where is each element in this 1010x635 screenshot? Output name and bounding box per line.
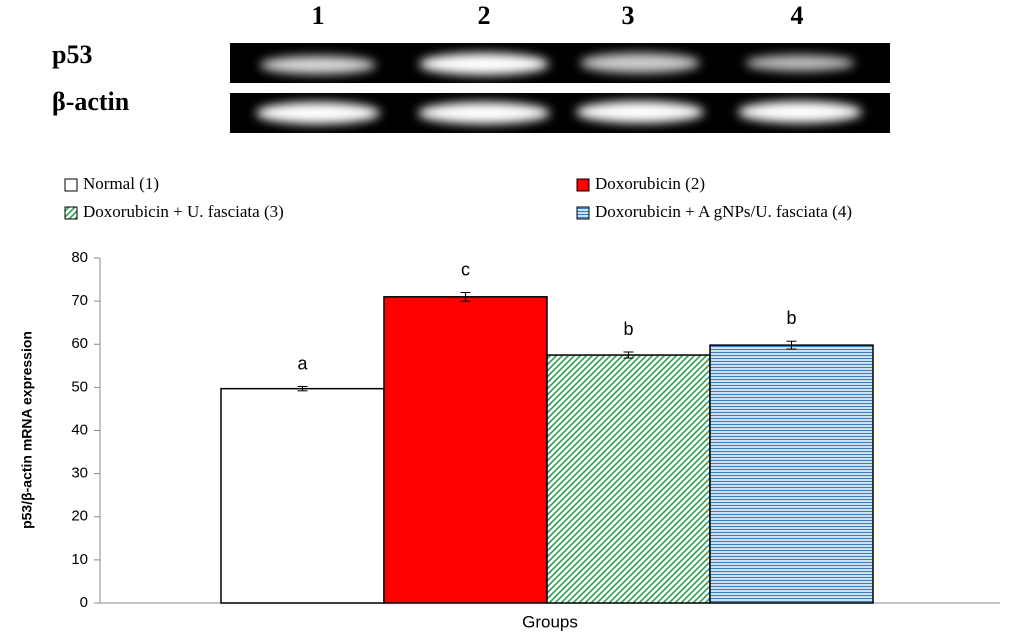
gel-band [418, 102, 550, 124]
legend-label: Doxorubicin + A gNPs/U. fasciata (4) [595, 202, 852, 221]
gel-band [419, 53, 549, 75]
y-tick-label: 60 [71, 335, 88, 352]
legend-swatch [576, 178, 590, 192]
legend-label: Doxorubicin + U. fasciata (3) [83, 202, 284, 221]
legend-swatch [64, 206, 78, 220]
gel-band [745, 55, 855, 71]
bar [546, 354, 711, 604]
gel-band [576, 101, 704, 123]
bar [383, 296, 548, 604]
y-tick-label: 40 [71, 421, 88, 438]
bar [220, 387, 385, 604]
y-axis-label: p53/β-actin mRNA expression [19, 331, 35, 529]
lane-label: 3 [622, 1, 635, 30]
y-tick-label: 20 [71, 508, 88, 525]
y-tick-label: 70 [71, 292, 88, 309]
y-tick-label: 10 [71, 551, 88, 568]
significance-letter: c [461, 259, 470, 279]
legend-swatch [576, 206, 590, 220]
lane-label: 4 [791, 1, 804, 30]
gel-band [256, 102, 380, 124]
gel-image: 1 2 3 4 p53 β-actin [52, 1, 890, 133]
y-tick-label: 50 [71, 378, 88, 395]
significance-letter: a [297, 353, 308, 373]
gel-band [738, 101, 862, 123]
y-tick-label: 80 [71, 249, 88, 266]
legend-label: Doxorubicin (2) [595, 174, 705, 193]
row-label: p53 [52, 40, 92, 69]
lane-label: 2 [478, 1, 491, 30]
bar [709, 344, 874, 604]
gel-band [580, 53, 700, 73]
significance-letter: b [623, 319, 633, 339]
y-tick-label: 30 [71, 465, 88, 482]
significance-letter: b [786, 308, 796, 328]
gel-band [260, 56, 376, 74]
x-axis-label: Groups [522, 612, 578, 631]
row-label: β-actin [52, 87, 130, 116]
lane-label: 1 [312, 1, 325, 30]
legend-label: Normal (1) [83, 174, 159, 193]
legend-swatch [64, 178, 78, 192]
y-tick-label: 0 [80, 594, 88, 611]
